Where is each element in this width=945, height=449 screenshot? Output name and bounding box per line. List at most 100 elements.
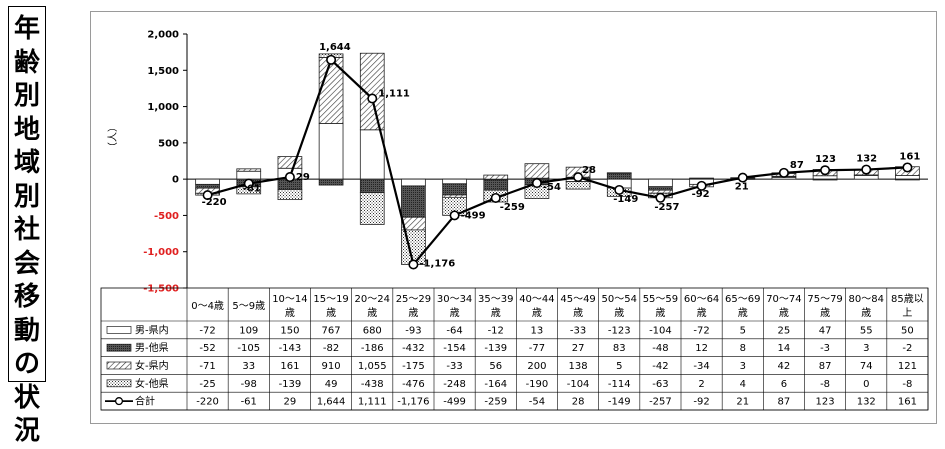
category-label: 65～69: [725, 294, 760, 305]
total-line: [202, 54, 913, 270]
category-label: 75～79: [807, 294, 842, 305]
bar-segment: [401, 185, 426, 218]
table-cell: 138: [569, 361, 588, 372]
category-label: 10～14: [272, 294, 307, 305]
bar-segment: [895, 178, 920, 181]
category-label-cont: 歳: [491, 307, 501, 319]
y-tick-label: 2,000: [147, 30, 179, 41]
table-cell: -8: [820, 379, 830, 390]
legend-swatch: [106, 379, 132, 388]
table-cell: 12: [695, 343, 708, 354]
table-cell: -3: [820, 343, 830, 354]
table-cell: 25: [778, 325, 791, 336]
legend-label: 男-他県: [135, 341, 169, 354]
total-point: [202, 190, 213, 201]
total-point: [820, 165, 831, 176]
table-cell: -25: [199, 379, 215, 390]
table-cell: -499: [443, 397, 466, 408]
category-label: 55～59: [643, 294, 678, 305]
table-cell: -54: [529, 397, 545, 408]
bar-segment: [689, 177, 714, 180]
title-box: 年齢別地域別社会移動の状況: [8, 6, 46, 446]
table-border: [100, 287, 929, 411]
data-label: -149: [613, 194, 638, 205]
category-label: 85歳以: [891, 293, 924, 305]
table-cell: 1,644: [317, 397, 346, 408]
table-cell: 87: [778, 397, 791, 408]
table-cell: 0: [863, 379, 869, 390]
table-cell: 123: [816, 397, 835, 408]
category-label: 0～4歳: [191, 300, 224, 312]
total-line-path: [207, 57, 908, 267]
table-cell: 83: [613, 343, 626, 354]
table-cell: 161: [898, 397, 917, 408]
table-cell: 4: [740, 379, 746, 390]
bars: [195, 52, 920, 265]
table-cell: 2: [698, 379, 704, 390]
table-cell: 29: [284, 397, 297, 408]
total-point: [490, 192, 501, 203]
table-cell: 42: [778, 361, 791, 372]
total-point: [614, 184, 625, 195]
table-cell: 14: [778, 343, 791, 354]
table-cell: -72: [693, 325, 709, 336]
y-tick-label: 1,000: [147, 102, 179, 113]
bar-segment: [565, 181, 591, 190]
table-cell: -12: [488, 325, 504, 336]
table-cell: -2: [902, 343, 912, 354]
table-cell: 3: [740, 361, 746, 372]
table-cell: -104: [649, 325, 672, 336]
table-cell: -52: [199, 343, 215, 354]
bar-segment: [277, 156, 303, 169]
bar-segment: [648, 189, 673, 194]
total-point: [573, 172, 584, 183]
table-cell: -175: [402, 361, 425, 372]
category-label-cont: 歳: [861, 307, 871, 319]
table-cell: -432: [402, 343, 425, 354]
table-cell: -139: [484, 343, 507, 354]
data-label: 29: [296, 172, 310, 183]
table-cell: -186: [361, 343, 384, 354]
total-point: [696, 180, 707, 191]
data-label: 161: [899, 151, 920, 162]
page-title: 年齢別地域別社会移動の状況: [13, 14, 40, 446]
total-point: [778, 167, 789, 178]
y-axis-label: （人）: [107, 122, 119, 152]
table-cell: 6: [781, 379, 787, 390]
category-label: 20～24: [355, 294, 390, 305]
bar-segment: [812, 178, 838, 181]
data-label: 28: [582, 165, 596, 176]
data-label: -61: [243, 184, 261, 195]
bar-segment: [648, 186, 673, 191]
data-label: -220: [202, 197, 227, 208]
bar-segment: [483, 174, 509, 180]
category-label-cont: 上: [902, 307, 912, 319]
category-label: 70～74: [766, 294, 801, 305]
legend-swatch: [106, 361, 132, 370]
table-cell: 767: [322, 325, 341, 336]
table-cell: 49: [325, 379, 338, 390]
y-tick-label: -500: [154, 211, 179, 222]
bar-segment: [401, 178, 426, 187]
table-cell: 50: [901, 325, 914, 336]
table-cell: 132: [857, 397, 876, 408]
total-point: [861, 164, 872, 175]
table-cell: 13: [531, 325, 544, 336]
table-cell: -123: [608, 325, 631, 336]
category-label-cont: 歳: [532, 307, 542, 319]
bar-segment: [195, 183, 220, 189]
table-cell: -48: [652, 343, 668, 354]
table-cell: 33: [242, 361, 255, 372]
table-cell: 28: [572, 397, 585, 408]
data-label: -54: [543, 182, 561, 193]
table-cell: 8: [740, 343, 746, 354]
bar-segment: [318, 123, 344, 180]
bar-segment: [895, 175, 920, 180]
y-tick-label: 500: [158, 138, 179, 149]
data-label: 1,644: [319, 42, 351, 53]
y-tick-label: -1,000: [143, 247, 179, 258]
data-label: 21: [735, 182, 749, 193]
category-label: 5～9歳: [232, 300, 265, 312]
bar-segment: [318, 178, 344, 186]
bar-segment: [236, 168, 262, 172]
